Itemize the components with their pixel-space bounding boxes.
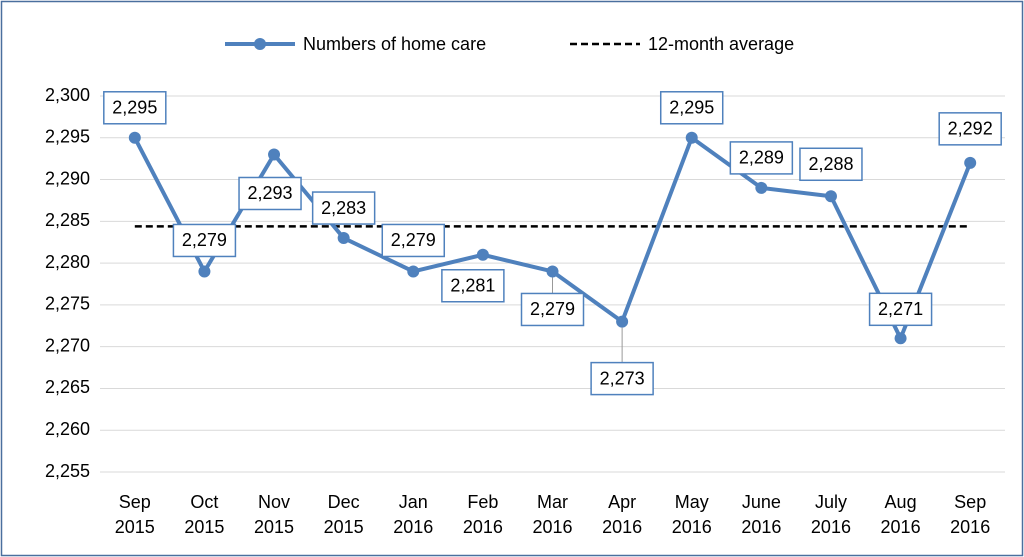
data-label: 2,283 (321, 198, 366, 218)
data-label-box (729, 141, 794, 175)
x-tick-label: June 2016 (741, 492, 782, 537)
point (685, 131, 698, 144)
y-tick-label: 2,255 (45, 461, 90, 481)
y-tick-label: 2,300 (45, 85, 90, 105)
x-tick-label: Nov 2015 (254, 492, 295, 537)
data-label: 2,273 (600, 368, 645, 388)
y-tick-label: 2,270 (45, 335, 90, 355)
data-label: 2,279 (530, 299, 575, 319)
x-tick-label: Oct 2015 (184, 492, 225, 537)
data-label: 2,295 (112, 98, 157, 118)
point (128, 131, 141, 144)
point (476, 248, 489, 261)
data-label: 2,288 (808, 154, 853, 174)
point (546, 265, 559, 278)
point (964, 156, 977, 169)
data-label-box (799, 147, 863, 182)
x-tick-label: Dec 2015 (323, 492, 364, 537)
y-tick-label: 2,265 (45, 377, 90, 397)
data-label-box (103, 91, 167, 125)
legend-label: 12-month average (648, 34, 794, 54)
data-label: 2,279 (182, 230, 227, 250)
x-tick-label: Sep 2015 (114, 492, 155, 537)
point (407, 265, 420, 278)
data-label: 2,292 (948, 119, 993, 139)
data-label: 2,293 (248, 183, 293, 203)
point (755, 181, 768, 194)
data-label-box (520, 292, 585, 327)
data-label: 2,295 (669, 98, 714, 118)
point (337, 232, 350, 245)
x-tick-label: Apr 2016 (602, 492, 643, 537)
data-label-box (441, 269, 505, 303)
legend-marker (254, 38, 266, 50)
point (616, 315, 629, 328)
data-label-box (938, 112, 1002, 146)
y-tick-label: 2,290 (45, 168, 90, 188)
data-label-box (381, 223, 446, 258)
data-label-box (659, 91, 724, 125)
data-label-box (311, 191, 376, 225)
x-tick-label: May 2016 (671, 492, 712, 537)
x-tick-label: Sep 2016 (950, 492, 991, 537)
data-label-box (868, 292, 933, 327)
x-tick-label: Jan 2016 (393, 492, 434, 537)
data-label-box (172, 223, 237, 258)
y-tick-label: 2,285 (45, 210, 90, 230)
y-tick-label: 2,260 (45, 419, 90, 439)
data-label: 2,279 (391, 230, 436, 250)
y-tick-label: 2,275 (45, 294, 90, 314)
point (894, 332, 907, 345)
data-label-box (590, 361, 654, 396)
data-label-box (238, 176, 302, 211)
point (824, 190, 837, 203)
x-tick-label: Aug 2016 (880, 492, 921, 537)
y-tick-label: 2,280 (45, 252, 90, 272)
point (268, 148, 281, 161)
x-tick-label: July 2016 (810, 492, 851, 537)
y-tick-label: 2,295 (45, 127, 90, 147)
data-label: 2,281 (450, 276, 495, 296)
point (198, 265, 211, 278)
data-label: 2,289 (739, 148, 784, 168)
legend-label: Numbers of home care (303, 34, 486, 54)
x-tick-label: Feb 2016 (462, 492, 503, 537)
x-tick-label: Mar 2016 (532, 492, 573, 537)
data-label: 2,271 (878, 299, 923, 319)
